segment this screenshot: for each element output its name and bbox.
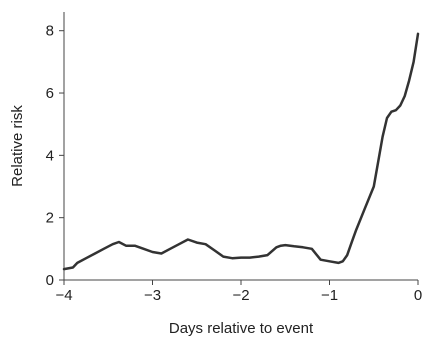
y-tick-label: 2 (46, 210, 54, 227)
x-tick-label: −3 (144, 287, 161, 304)
y-tick-label: 8 (46, 23, 54, 40)
y-tick-label: 6 (46, 85, 54, 102)
y-tick-label: 0 (46, 272, 54, 289)
x-tick-label: −2 (232, 287, 249, 304)
y-tick-label: 4 (46, 147, 54, 164)
series-line (62, 32, 420, 271)
x-axis-title: Days relative to event (169, 320, 314, 337)
ticks (59, 30, 419, 285)
plot-area (62, 32, 420, 271)
x-tick-label: −1 (321, 287, 338, 304)
y-axis-title: Relative risk (9, 105, 26, 187)
tick-labels: −4 −3 −2 −1 0 0 2 4 6 8 (46, 23, 423, 304)
axes (63, 12, 418, 281)
x-tick-label: −4 (55, 287, 72, 304)
x-tick-label: 0 (414, 287, 422, 304)
